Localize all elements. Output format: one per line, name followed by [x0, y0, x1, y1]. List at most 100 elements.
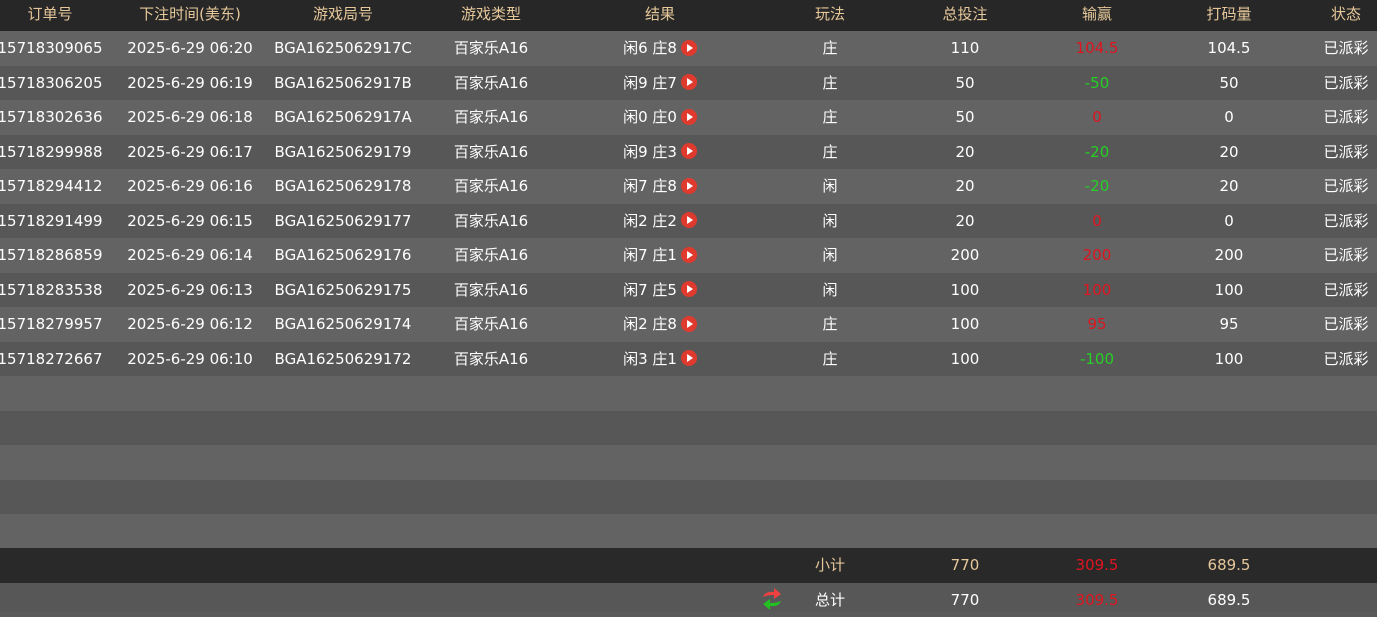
result-text: 闲7 庄5	[623, 281, 677, 299]
valid-bet-text: 0	[1224, 212, 1234, 230]
bet-type-text: 闲	[822, 212, 837, 230]
play-replay-icon[interactable]	[681, 212, 697, 228]
play-replay-icon[interactable]	[681, 281, 697, 297]
empty-row	[0, 411, 1377, 446]
bet-time-cell: 2025-6-29 06:18	[127, 100, 253, 135]
bet-time-text: 2025-6-29 06:10	[127, 350, 253, 368]
game-type-cell: 百家乐A16	[454, 66, 528, 101]
valid-bet-cell: 20	[1219, 135, 1238, 170]
bet-type-cell: 闲	[822, 238, 837, 273]
round-id-text: BGA1625062917B	[274, 74, 412, 92]
round-id-text: BGA16250629174	[275, 315, 412, 333]
order-number-cell: 15718294412	[0, 169, 102, 204]
bet-type-text: 闲	[822, 177, 837, 195]
result-cell: 闲6 庄8	[623, 31, 697, 66]
bet-time-text: 2025-6-29 06:20	[127, 39, 253, 57]
win-loss-cell: -100	[1080, 342, 1114, 377]
bet-type-cell: 庄	[822, 66, 837, 101]
bet-time-cell: 2025-6-29 06:10	[127, 342, 253, 377]
valid-bet-cell: 104.5	[1208, 31, 1251, 66]
status-text: 已派彩	[1323, 108, 1368, 126]
total-bet-text: 100	[951, 315, 980, 333]
total-label: 总计	[815, 583, 845, 617]
bet-time-cell: 2025-6-29 06:13	[127, 273, 253, 308]
round-id-text: BGA16250629179	[275, 143, 412, 161]
game-type-cell: 百家乐A16	[454, 342, 528, 377]
order-number-text: 15718272667	[0, 350, 102, 368]
win-loss-cell: 200	[1083, 238, 1112, 273]
status-text: 已派彩	[1323, 74, 1368, 92]
total-bet-text: 20	[955, 177, 974, 195]
valid-bet-text: 20	[1219, 143, 1238, 161]
bet-type-cell: 庄	[822, 307, 837, 342]
order-number-cell: 15718272667	[0, 342, 102, 377]
bet-type-cell: 庄	[822, 135, 837, 170]
result-text: 闲0 庄0	[623, 108, 677, 126]
round-id-cell: BGA1625062917C	[274, 31, 412, 66]
play-replay-icon[interactable]	[681, 109, 697, 125]
result-cell: 闲9 庄7	[623, 66, 697, 101]
valid-bet-text: 104.5	[1208, 39, 1251, 57]
bet-type-text: 庄	[822, 143, 837, 161]
order-number-cell: 15718283538	[0, 273, 102, 308]
win-loss-text: -20	[1085, 143, 1110, 161]
bet-type-text: 庄	[822, 315, 837, 333]
subtotal-valid: 689.5	[1208, 548, 1251, 583]
subtotal-row: 小计 770 309.5 689.5	[0, 548, 1377, 583]
bet-time-text: 2025-6-29 06:15	[127, 212, 253, 230]
play-replay-icon[interactable]	[681, 74, 697, 90]
status-cell: 已派彩	[1323, 238, 1368, 273]
valid-bet-cell: 100	[1215, 273, 1244, 308]
bet-time-text: 2025-6-29 06:17	[127, 143, 253, 161]
play-replay-icon[interactable]	[681, 143, 697, 159]
result-cell: 闲2 庄2	[623, 204, 697, 239]
subtotal-bet: 770	[951, 548, 980, 583]
bet-type-cell: 庄	[822, 342, 837, 377]
total-bet-text: 200	[951, 246, 980, 264]
valid-bet-cell: 95	[1219, 307, 1238, 342]
play-replay-icon[interactable]	[681, 178, 697, 194]
bet-time-cell: 2025-6-29 06:17	[127, 135, 253, 170]
bet-type-cell: 闲	[822, 169, 837, 204]
round-id-cell: BGA16250629172	[275, 342, 412, 377]
bet-time-text: 2025-6-29 06:13	[127, 281, 253, 299]
result-text: 闲6 庄8	[623, 39, 677, 57]
order-number-text: 15718302636	[0, 108, 102, 126]
bet-type-text: 庄	[822, 74, 837, 92]
round-id-cell: BGA16250629178	[275, 169, 412, 204]
round-id-cell: BGA16250629174	[275, 307, 412, 342]
total-bet-text: 100	[951, 350, 980, 368]
round-id-cell: BGA16250629177	[275, 204, 412, 239]
win-loss-cell: 0	[1092, 100, 1102, 135]
status-cell: 已派彩	[1323, 307, 1368, 342]
status-text: 已派彩	[1323, 281, 1368, 299]
status-text: 已派彩	[1323, 39, 1368, 57]
round-id-text: BGA1625062917A	[274, 108, 412, 126]
round-id-text: BGA16250629172	[275, 350, 412, 368]
game-type-cell: 百家乐A16	[454, 100, 528, 135]
play-replay-icon[interactable]	[681, 316, 697, 332]
play-replay-icon[interactable]	[681, 350, 697, 366]
subtotal-win: 309.5	[1076, 548, 1119, 583]
total-bet-text: 100	[951, 281, 980, 299]
header-round-id: 游戏局号	[313, 0, 373, 28]
win-loss-cell: 95	[1087, 307, 1106, 342]
order-number-text: 15718279957	[0, 315, 102, 333]
refresh-icon[interactable]	[760, 587, 784, 611]
status-text: 已派彩	[1323, 315, 1368, 333]
win-loss-text: -100	[1080, 350, 1114, 368]
bet-time-text: 2025-6-29 06:18	[127, 108, 253, 126]
total-bet-cell: 20	[955, 169, 974, 204]
order-number-cell: 15718306205	[0, 66, 102, 101]
order-number-text: 15718306205	[0, 74, 102, 92]
bet-type-text: 庄	[822, 108, 837, 126]
empty-row	[0, 480, 1377, 515]
game-type-text: 百家乐A16	[454, 39, 528, 57]
header-win-loss: 输赢	[1082, 0, 1112, 28]
play-replay-icon[interactable]	[681, 40, 697, 56]
result-text: 闲7 庄8	[623, 177, 677, 195]
total-bet-cell: 20	[955, 204, 974, 239]
play-replay-icon[interactable]	[681, 247, 697, 263]
